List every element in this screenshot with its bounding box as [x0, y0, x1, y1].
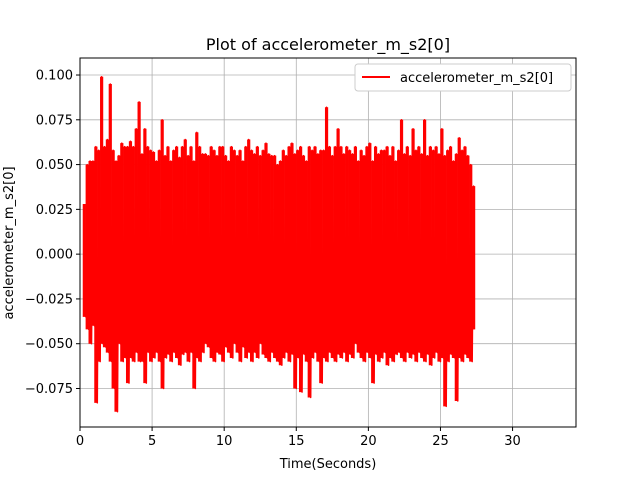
- y-tick-label: −0.050: [25, 337, 73, 352]
- plot-area: [82, 76, 476, 413]
- x-tick-label: 0: [76, 434, 84, 449]
- y-tick-label: 0.000: [36, 248, 73, 263]
- y-tick-label: 0.100: [36, 69, 73, 84]
- x-tick-label: 10: [216, 434, 233, 449]
- y-tick-label: 0.075: [36, 113, 73, 128]
- legend-box: [354, 63, 572, 92]
- axes-frame: [79, 57, 577, 428]
- x-tick-label: 25: [432, 434, 449, 449]
- y-tick-label: 0.025: [36, 203, 73, 218]
- y-tick-label: 0.050: [36, 158, 73, 173]
- y-tick-label: −0.075: [25, 382, 73, 397]
- legend: accelerometer_m_s2[0]: [354, 63, 572, 92]
- x-axis-label: Time(Seconds): [279, 457, 377, 472]
- x-tick-label: 5: [148, 434, 156, 449]
- legend-label: accelerometer_m_s2[0]: [400, 71, 553, 86]
- y-axis-ticks: −0.075 −0.050 −0.025 0.000 0.025 0.050 0.075 0.…: [25, 69, 80, 397]
- y-tick-label: −0.025: [25, 292, 73, 307]
- chart-title: Plot of accelerometer_m_s2[0]: [206, 35, 450, 55]
- x-tick-label: 20: [360, 434, 377, 449]
- x-tick-label: 15: [288, 434, 305, 449]
- series-points: [82, 76, 476, 412]
- y-axis-label: accelerometer_m_s2[0]: [2, 166, 17, 319]
- x-tick-label: 30: [504, 434, 521, 449]
- x-axis-ticks: 0 5 10 15 20 25 30: [76, 427, 521, 449]
